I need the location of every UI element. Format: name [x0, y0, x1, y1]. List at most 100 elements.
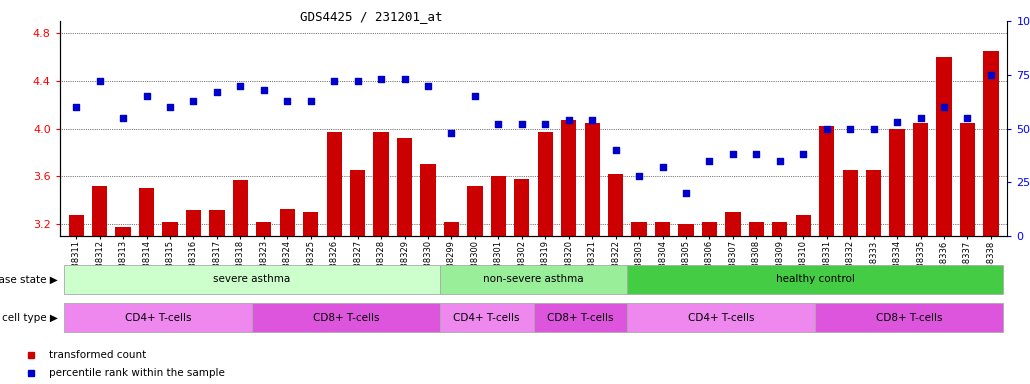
Bar — [92, 186, 107, 236]
Point — [654, 164, 671, 170]
Point — [865, 126, 882, 132]
Bar — [631, 222, 647, 236]
Text: non-severe asthma: non-severe asthma — [483, 274, 584, 285]
Point — [325, 78, 342, 84]
Point — [138, 93, 154, 99]
Bar — [233, 180, 248, 236]
Point — [889, 119, 905, 125]
Bar — [303, 212, 318, 236]
Bar — [561, 120, 577, 236]
Bar — [444, 222, 459, 236]
Text: healthy control: healthy control — [776, 274, 855, 285]
Point — [420, 83, 437, 89]
Bar — [252, 303, 440, 332]
Bar — [350, 170, 366, 236]
Bar — [679, 224, 693, 236]
Bar — [468, 186, 482, 236]
Point — [443, 130, 459, 136]
Bar — [534, 303, 627, 332]
Text: transformed count: transformed count — [48, 350, 146, 360]
Point — [560, 117, 577, 123]
Text: CD8+ T-cells: CD8+ T-cells — [547, 313, 614, 323]
Text: CD8+ T-cells: CD8+ T-cells — [313, 313, 379, 323]
Point — [725, 151, 742, 157]
Bar — [397, 138, 412, 236]
Bar — [795, 215, 811, 236]
Bar — [843, 170, 858, 236]
Point — [232, 83, 248, 89]
Point — [537, 121, 553, 127]
Text: disease state ▶: disease state ▶ — [0, 274, 58, 285]
Text: cell type ▶: cell type ▶ — [2, 313, 58, 323]
Point — [279, 98, 296, 104]
Bar — [163, 222, 177, 236]
Point — [490, 121, 507, 127]
Point — [748, 151, 764, 157]
Point — [936, 104, 953, 110]
Bar — [209, 210, 225, 236]
Text: CD4+ T-cells: CD4+ T-cells — [688, 313, 754, 323]
Text: severe asthma: severe asthma — [213, 274, 290, 285]
Bar — [490, 176, 506, 236]
Point — [913, 115, 929, 121]
Bar — [115, 227, 131, 236]
Point — [68, 104, 84, 110]
Point — [467, 93, 483, 99]
Bar — [608, 174, 623, 236]
Bar — [279, 209, 295, 236]
Point — [255, 87, 272, 93]
Bar — [440, 303, 534, 332]
Bar — [585, 122, 599, 236]
Text: percentile rank within the sample: percentile rank within the sample — [48, 367, 225, 377]
Point — [397, 76, 413, 82]
Text: CD8+ T-cells: CD8+ T-cells — [876, 313, 942, 323]
Bar — [627, 265, 1002, 294]
Bar — [185, 210, 201, 236]
Point — [842, 126, 858, 132]
Point — [795, 151, 812, 157]
Point — [701, 158, 718, 164]
Text: CD4+ T-cells: CD4+ T-cells — [453, 313, 520, 323]
Bar — [420, 164, 436, 236]
Point — [209, 89, 226, 95]
Bar — [725, 212, 741, 236]
Text: CD4+ T-cells: CD4+ T-cells — [125, 313, 192, 323]
Point — [630, 173, 647, 179]
Point — [584, 117, 600, 123]
Bar — [772, 222, 788, 236]
Point — [114, 115, 131, 121]
Bar — [866, 170, 882, 236]
Point — [185, 98, 202, 104]
Bar — [701, 222, 717, 236]
Bar — [984, 51, 998, 236]
Point — [771, 158, 788, 164]
Bar — [327, 132, 342, 236]
Bar — [139, 189, 154, 236]
Point — [373, 76, 389, 82]
Bar — [69, 215, 83, 236]
Bar — [65, 303, 252, 332]
Point — [983, 72, 999, 78]
Bar — [256, 222, 272, 236]
Bar — [890, 129, 904, 236]
Bar — [627, 303, 815, 332]
Bar — [913, 122, 928, 236]
Bar — [65, 265, 440, 294]
Bar — [960, 122, 975, 236]
Bar — [749, 222, 764, 236]
Point — [678, 190, 694, 196]
Point — [514, 121, 530, 127]
Point — [162, 104, 178, 110]
Point — [349, 78, 366, 84]
Bar — [538, 132, 553, 236]
Bar — [514, 179, 529, 236]
Text: GDS4425 / 231201_at: GDS4425 / 231201_at — [300, 10, 442, 23]
Point — [92, 78, 108, 84]
Bar — [440, 265, 627, 294]
Bar — [374, 132, 388, 236]
Point — [819, 126, 835, 132]
Bar — [936, 57, 952, 236]
Point — [303, 98, 319, 104]
Point — [959, 115, 975, 121]
Bar — [819, 126, 834, 236]
